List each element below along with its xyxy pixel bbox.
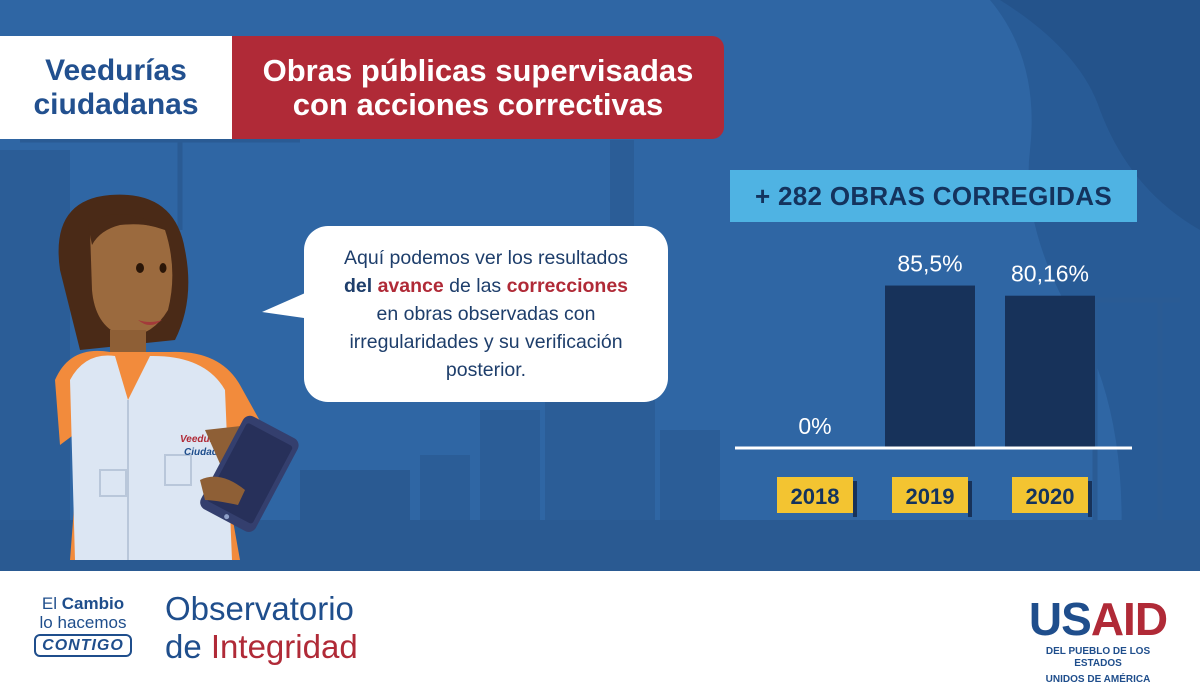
bubble-line-1: Aquí podemos ver los resultados (344, 247, 628, 269)
cambio-line1: El Cambio (28, 594, 138, 613)
bar-2020 (1005, 295, 1095, 448)
cambio-word-el: El (41, 594, 58, 613)
data-label-2020: 80,16% (1011, 261, 1089, 287)
category-shadow-2019 (968, 481, 972, 517)
category-label-2018: 2018 (791, 484, 840, 509)
bar-2019 (885, 285, 975, 448)
bar-chart: 0% 2018 85,5% 2019 80,16% 2020 (735, 251, 1132, 517)
section-title-line1: Veedurías (45, 53, 187, 87)
chart-title: Obras públicas supervisadas con acciones… (232, 36, 724, 139)
usaid-sub1: DEL PUEBLO DE LOS ESTADOS (1045, 646, 1151, 669)
chart-title-line2: con acciones correctivas (292, 86, 664, 122)
el-cambio-logo: El Cambio lo hacemos CONTIGO (28, 594, 138, 657)
speech-bubble: Aquí podemos ver los resultados del avan… (304, 226, 668, 402)
section-title-line2: ciudadanas (33, 87, 199, 121)
category-shadow-2020 (1088, 481, 1092, 517)
usaid-wordmark: USAID (1028, 596, 1168, 642)
cambio-line2: lo hacemos (39, 613, 127, 632)
bubble-word-de-las: de las (449, 275, 502, 297)
usaid-sub2: UNIDOS DE AMÉRICA (1045, 674, 1151, 683)
cambio-word-cambio: Cambio (61, 594, 125, 613)
obras-corregidas-badge: + 282 OBRAS CORREGIDAS (730, 170, 1137, 222)
category-label-2020: 2020 (1026, 484, 1075, 509)
bubble-line-2: del avance de las correcciones (320, 272, 652, 300)
category-label-2019: 2019 (906, 484, 955, 509)
data-label-2018: 0% (798, 413, 831, 439)
category-box-2019 (892, 477, 968, 513)
bubble-line-5: posterior. (445, 359, 527, 381)
character-woman: Veeduría Ciudadana (55, 194, 299, 560)
bubble-word-avance: avance (377, 275, 444, 297)
footer (0, 571, 1200, 683)
category-box-2020 (1012, 477, 1088, 513)
vest-label-2: Ciudadana (184, 447, 236, 458)
usaid-logo: USAID DEL PUEBLO DE LOS ESTADOS UNIDOS D… (1028, 596, 1168, 683)
bubble-word-correcciones: correcciones (506, 275, 629, 297)
obs-word-integridad: Integridad (210, 628, 358, 665)
section-title: Veedurías ciudadanas (0, 36, 232, 139)
observatorio-logo: Observatorio de Integridad (165, 590, 358, 666)
obs-line1: Observatorio (165, 590, 354, 627)
category-shadow-2018 (853, 481, 857, 517)
obs-line2: de Integridad (165, 628, 358, 666)
category-box-2018 (777, 477, 853, 513)
data-label-2019: 85,5% (897, 251, 962, 277)
vest-label-1: Veeduría (180, 434, 222, 445)
cambio-line3: CONTIGO (34, 634, 132, 657)
chart-title-line1: Obras públicas supervisadas (262, 52, 694, 88)
usaid-us: US (1028, 593, 1092, 645)
usaid-aid: AID (1090, 593, 1168, 645)
illustration-scene: Veeduría Ciudadana Veedurías ciudadanas … (0, 0, 1200, 571)
bubble-word-del: del (343, 275, 373, 297)
bubble-line-3: en obras observadas con (376, 303, 596, 325)
obs-word-de: de (165, 628, 202, 665)
bubble-line-4: irregularidades y su verificación (349, 331, 623, 353)
